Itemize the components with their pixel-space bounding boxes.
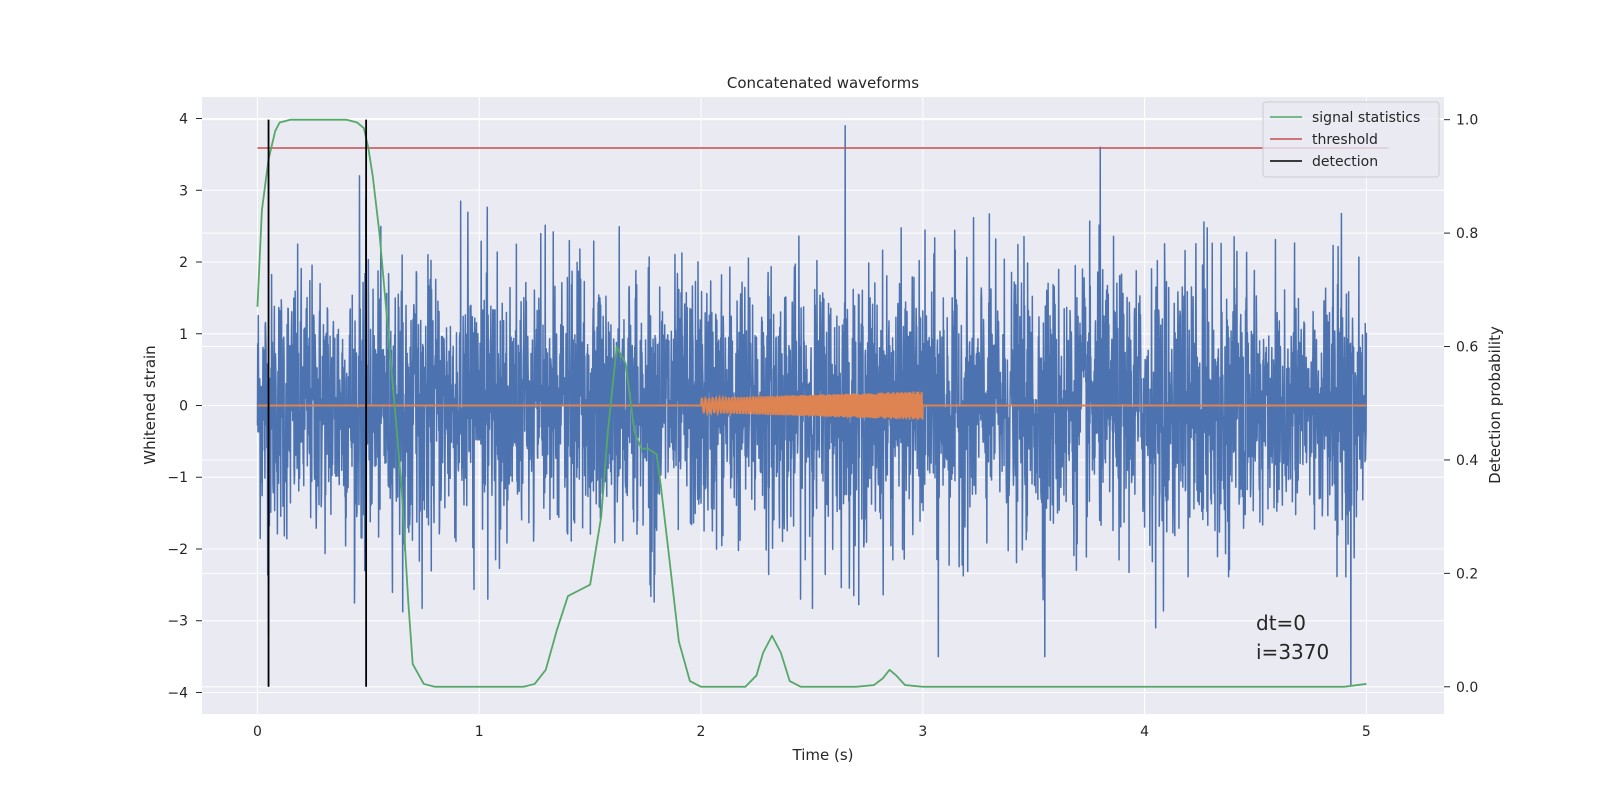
x-axis-label: Time (s): [792, 746, 854, 764]
y-right-tick-label: 0.4: [1456, 453, 1478, 469]
y-axis-label: Whitened strain: [141, 345, 159, 464]
y-right-tick-label: 0.2: [1456, 566, 1478, 582]
annotation-dt: dt=0: [1256, 611, 1306, 635]
y-tick-label: −1: [167, 470, 188, 486]
x-tick-label: 3: [918, 724, 927, 740]
legend-box: [1262, 101, 1440, 178]
y-tick-label: −2: [167, 542, 188, 558]
y-right-tick-label: 1.0: [1456, 113, 1478, 129]
chart-title: Concatenated waveforms: [727, 74, 919, 92]
y-tick-label: 3: [179, 183, 188, 199]
y-tick-label: −4: [167, 685, 188, 701]
y-tick-label: 1: [179, 327, 188, 343]
x-tick-label: 1: [475, 724, 484, 740]
x-tick-label: 0: [253, 724, 262, 740]
y-tick-label: 2: [179, 255, 188, 271]
y-right-axis-label: Detection probability: [1486, 326, 1504, 484]
y-right-tick-label: 0.0: [1456, 680, 1478, 696]
y-tick-label: 4: [179, 112, 188, 128]
legend-label-detection: detection: [1312, 154, 1378, 170]
y-tick-label: −3: [167, 614, 188, 630]
legend-label-signal-statistics: signal statistics: [1312, 110, 1420, 126]
x-tick-label: 4: [1140, 724, 1149, 740]
y-tick-label: 0: [179, 399, 188, 415]
ticks: 0 1 2 3 4 5 4 3 2 1 0 −1 −2 −3 −4 1.0 0.8 0.6 0.4 0.2 0.0: [167, 112, 1478, 740]
y-right-tick-label: 0.8: [1456, 226, 1478, 242]
annotation-index: i=3370: [1256, 640, 1329, 664]
x-tick-label: 5: [1362, 724, 1371, 740]
signal-statistics-line: [256, 118, 1367, 688]
strain-line: [256, 124, 1368, 687]
injection-line: [257, 391, 1367, 420]
series-layer: [256, 118, 1389, 688]
legend: signal statistics threshold detection: [1262, 101, 1440, 178]
legend-label-threshold: threshold: [1312, 132, 1378, 148]
y-right-tick-label: 0.6: [1456, 340, 1478, 356]
x-tick-label: 2: [697, 724, 706, 740]
